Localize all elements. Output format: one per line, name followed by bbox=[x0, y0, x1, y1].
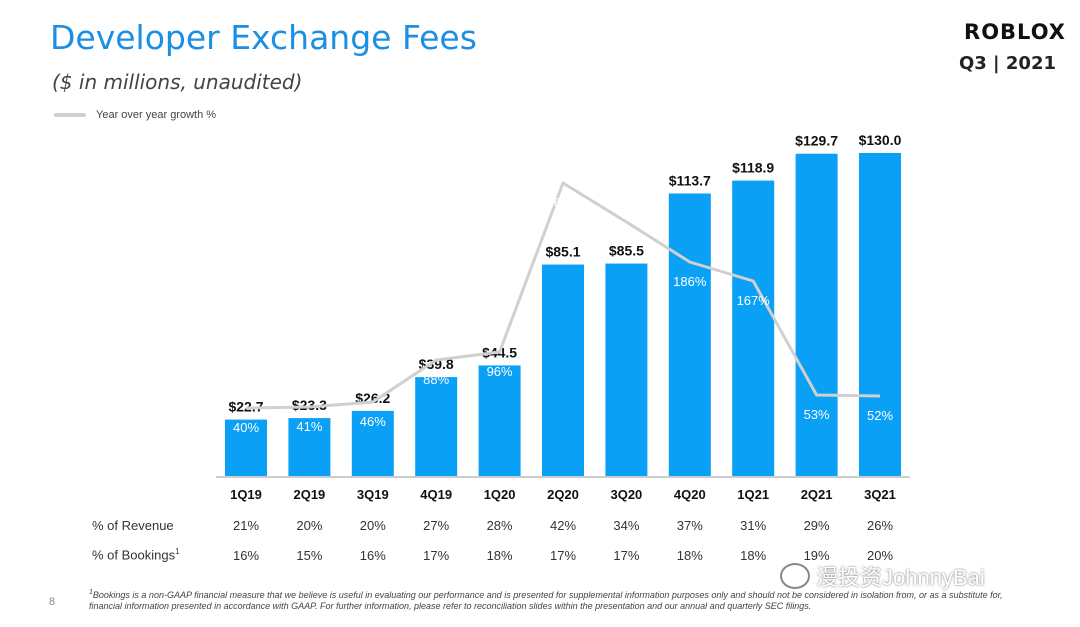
bar bbox=[478, 365, 521, 476]
x-tick-label: 2Q19 bbox=[293, 487, 325, 502]
bar-value-label: $113.7 bbox=[669, 172, 711, 188]
footnote-text: Bookings is a non-GAAP financial measure… bbox=[89, 590, 1003, 611]
bookings-pct-cell: 16% bbox=[233, 548, 259, 563]
bar-value-label: $118.9 bbox=[732, 160, 774, 176]
bookings-pct-cell: 20% bbox=[867, 548, 893, 563]
x-tick-label: 2Q20 bbox=[547, 487, 579, 502]
revenue-pct-cell: 27% bbox=[423, 518, 449, 533]
footnote: 1Bookings is a non-GAAP financial measur… bbox=[89, 587, 1019, 612]
revenue-pct-cell: 37% bbox=[677, 518, 703, 533]
growth-data-label: 186% bbox=[673, 274, 707, 289]
revenue-pct-cell: 20% bbox=[360, 518, 386, 533]
bookings-label-text: % of Bookings bbox=[92, 547, 176, 563]
bar bbox=[351, 410, 394, 476]
growth-data-label: 52% bbox=[867, 408, 893, 423]
bar-chart: $22.71Q19$23.32Q19$26.23Q19$39.84Q19$44.… bbox=[216, 132, 910, 563]
revenue-row-label: % of Revenue bbox=[92, 518, 174, 533]
bar bbox=[732, 180, 775, 476]
watermark: 漫投资JohnnyBai bbox=[780, 560, 985, 592]
growth-data-label: 41% bbox=[296, 419, 322, 434]
revenue-pct-cell: 21% bbox=[233, 518, 259, 533]
bar bbox=[859, 153, 901, 476]
wechat-icon bbox=[780, 563, 810, 589]
legend-label: Year over year growth % bbox=[96, 109, 217, 121]
growth-data-label: 46% bbox=[360, 414, 386, 429]
growth-data-label: 167% bbox=[737, 293, 771, 308]
quarter-label: Q3 | 2021 bbox=[958, 53, 1056, 74]
growth-data-label: 88% bbox=[423, 372, 449, 387]
page-subtitle: ($ in millions, unaudited) bbox=[52, 70, 303, 94]
chart-legend: Year over year growth % bbox=[54, 109, 216, 121]
bar bbox=[542, 264, 584, 476]
bar bbox=[605, 263, 648, 476]
x-tick-label: 1Q19 bbox=[230, 487, 262, 502]
bookings-pct-cell: 18% bbox=[677, 548, 703, 563]
legend-line-icon bbox=[54, 113, 86, 117]
revenue-pct-cell: 29% bbox=[804, 518, 830, 533]
bar-value-label: $23.3 bbox=[292, 397, 327, 413]
x-tick-label: 2Q21 bbox=[801, 487, 833, 502]
bar bbox=[668, 193, 711, 476]
bar-value-label: $129.7 bbox=[795, 133, 838, 149]
bar-value-label: $85.5 bbox=[609, 243, 644, 259]
bookings-pct-cell: 18% bbox=[487, 548, 513, 563]
bookings-pct-cell: 18% bbox=[740, 548, 766, 563]
x-tick-label: 1Q20 bbox=[484, 487, 516, 502]
footnote-mark: 1 bbox=[89, 589, 93, 596]
revenue-pct-cell: 31% bbox=[740, 518, 766, 533]
growth-data-label: 265% bbox=[546, 195, 580, 210]
bookings-pct-cell: 19% bbox=[804, 548, 830, 563]
bookings-pct-cell: 17% bbox=[550, 548, 576, 563]
bar bbox=[225, 419, 267, 476]
x-tick-label: 4Q19 bbox=[420, 487, 452, 502]
bookings-pct-cell: 17% bbox=[613, 548, 639, 563]
bar bbox=[795, 153, 838, 476]
bookings-pct-cell: 16% bbox=[360, 548, 386, 563]
bar-value-label: $130.0 bbox=[859, 132, 902, 148]
growth-series-line bbox=[245, 181, 881, 410]
roblox-logo: ROBLOX bbox=[964, 20, 1066, 44]
growth-data-label: 53% bbox=[804, 407, 830, 422]
revenue-pct-cell: 42% bbox=[550, 518, 576, 533]
growth-data-label: 96% bbox=[487, 364, 513, 379]
bookings-row-label: % of Bookings1 bbox=[92, 547, 180, 562]
bookings-pct-cell: 17% bbox=[423, 548, 449, 563]
page-number: 8 bbox=[49, 596, 56, 608]
revenue-pct-cell: 34% bbox=[613, 518, 639, 533]
x-tick-label: 1Q21 bbox=[737, 487, 769, 502]
x-tick-label: 3Q20 bbox=[610, 487, 642, 502]
growth-data-label: 226% bbox=[610, 234, 644, 249]
page-title: Developer Exchange Fees bbox=[50, 18, 477, 57]
bar-value-label: $85.1 bbox=[545, 244, 580, 260]
x-tick-label: 3Q21 bbox=[864, 487, 896, 502]
revenue-pct-cell: 26% bbox=[867, 518, 893, 533]
x-tick-label: 4Q20 bbox=[674, 487, 706, 502]
watermark-text: 漫投资JohnnyBai bbox=[816, 565, 985, 590]
growth-data-label: 40% bbox=[233, 420, 259, 435]
bar bbox=[288, 418, 331, 476]
bar bbox=[415, 377, 458, 476]
bookings-footnote-mark: 1 bbox=[175, 547, 180, 556]
x-tick-label: 3Q19 bbox=[357, 487, 389, 502]
bookings-pct-cell: 15% bbox=[296, 548, 322, 563]
revenue-pct-cell: 20% bbox=[296, 518, 322, 533]
revenue-pct-cell: 28% bbox=[487, 518, 513, 533]
